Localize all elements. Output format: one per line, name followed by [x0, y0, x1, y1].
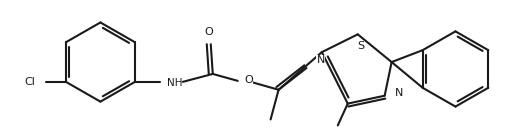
- Text: Cl: Cl: [24, 77, 35, 87]
- Text: NH: NH: [167, 78, 182, 88]
- Text: O: O: [205, 27, 213, 37]
- Text: O: O: [245, 75, 253, 85]
- Text: S: S: [357, 41, 364, 51]
- Text: N: N: [317, 55, 325, 65]
- Text: N: N: [395, 88, 403, 98]
